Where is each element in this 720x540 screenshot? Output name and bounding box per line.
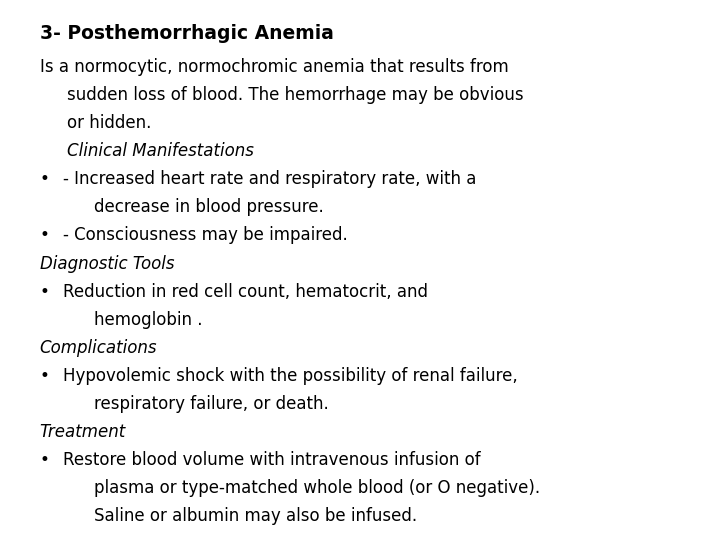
Text: •: • [40, 451, 50, 469]
Text: Restore blood volume with intravenous infusion of: Restore blood volume with intravenous in… [63, 451, 480, 469]
Text: decrease in blood pressure.: decrease in blood pressure. [94, 198, 324, 217]
Text: •: • [40, 367, 50, 385]
Text: Is a normocytic, normochromic anemia that results from: Is a normocytic, normochromic anemia tha… [40, 58, 508, 76]
Text: 3- Posthemorrhagic Anemia: 3- Posthemorrhagic Anemia [40, 24, 333, 43]
Text: - Consciousness may be impaired.: - Consciousness may be impaired. [63, 226, 347, 245]
Text: •: • [40, 282, 50, 301]
Text: Complications: Complications [40, 339, 157, 357]
Text: hemoglobin .: hemoglobin . [94, 310, 203, 329]
Text: •: • [40, 170, 50, 188]
Text: plasma or type-matched whole blood (or O negative).: plasma or type-matched whole blood (or O… [94, 479, 541, 497]
Text: or hidden.: or hidden. [67, 114, 151, 132]
Text: •: • [40, 226, 50, 245]
Text: Saline or albumin may also be infused.: Saline or albumin may also be infused. [94, 507, 418, 525]
Text: Reduction in red cell count, hematocrit, and: Reduction in red cell count, hematocrit,… [63, 282, 428, 301]
Text: sudden loss of blood. The hemorrhage may be obvious: sudden loss of blood. The hemorrhage may… [67, 86, 523, 104]
Text: Diagnostic Tools: Diagnostic Tools [40, 254, 174, 273]
Text: Clinical Manifestations: Clinical Manifestations [67, 142, 254, 160]
Text: Treatment: Treatment [40, 423, 126, 441]
Text: respiratory failure, or death.: respiratory failure, or death. [94, 395, 329, 413]
Text: Hypovolemic shock with the possibility of renal failure,: Hypovolemic shock with the possibility o… [63, 367, 518, 385]
Text: - Increased heart rate and respiratory rate, with a: - Increased heart rate and respiratory r… [63, 170, 476, 188]
